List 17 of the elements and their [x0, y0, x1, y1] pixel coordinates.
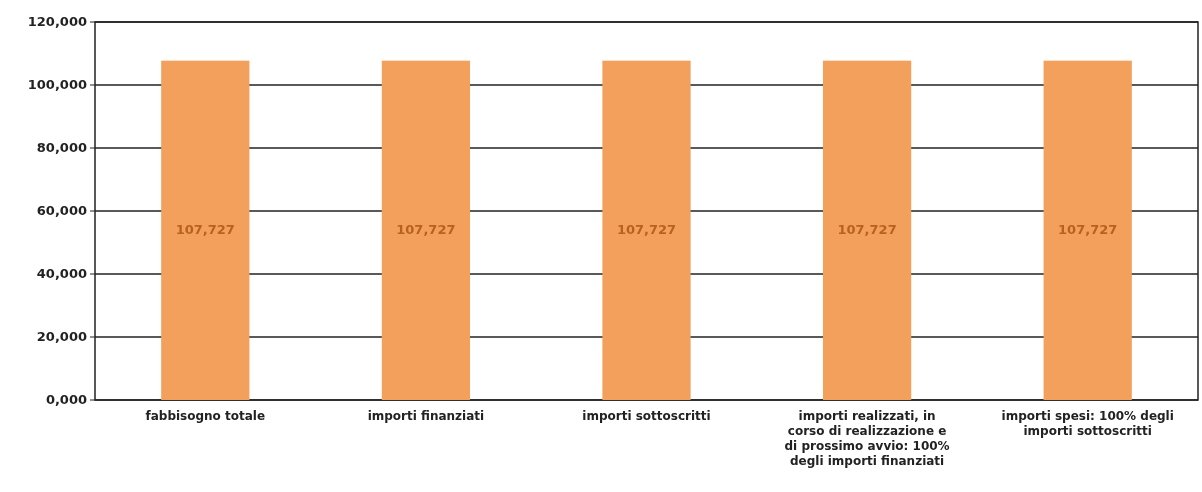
y-tick-label: 40,000	[36, 265, 87, 281]
x-tick-label: fabbisogno totale	[145, 409, 266, 423]
data-label: 107,727	[616, 221, 677, 237]
y-tick-label: 0,000	[45, 391, 87, 407]
y-tick-label: 80,000	[36, 139, 87, 155]
data-label: 107,727	[1058, 221, 1118, 237]
y-tick-label: 100,000	[27, 76, 87, 92]
data-label: 107,727	[837, 221, 897, 237]
y-tick-label: 20,000	[36, 328, 87, 344]
y-tick-label: 60,000	[36, 202, 87, 218]
x-tick-label: importi spesi: 100% degli importi sottoscritti	[1001, 409, 1174, 438]
x-tick-label: importi finanziati	[367, 409, 485, 423]
data-label: 107,727	[396, 221, 456, 237]
x-tick-label: importi sottoscritti	[582, 409, 711, 423]
y-tick-label: 120,000	[27, 13, 87, 29]
x-tick-label: importi realizzati, in corso di realizzazione e di prossimo avvio: 100% degli importi finanziati	[784, 409, 950, 468]
data-label: 107,727	[175, 221, 235, 237]
